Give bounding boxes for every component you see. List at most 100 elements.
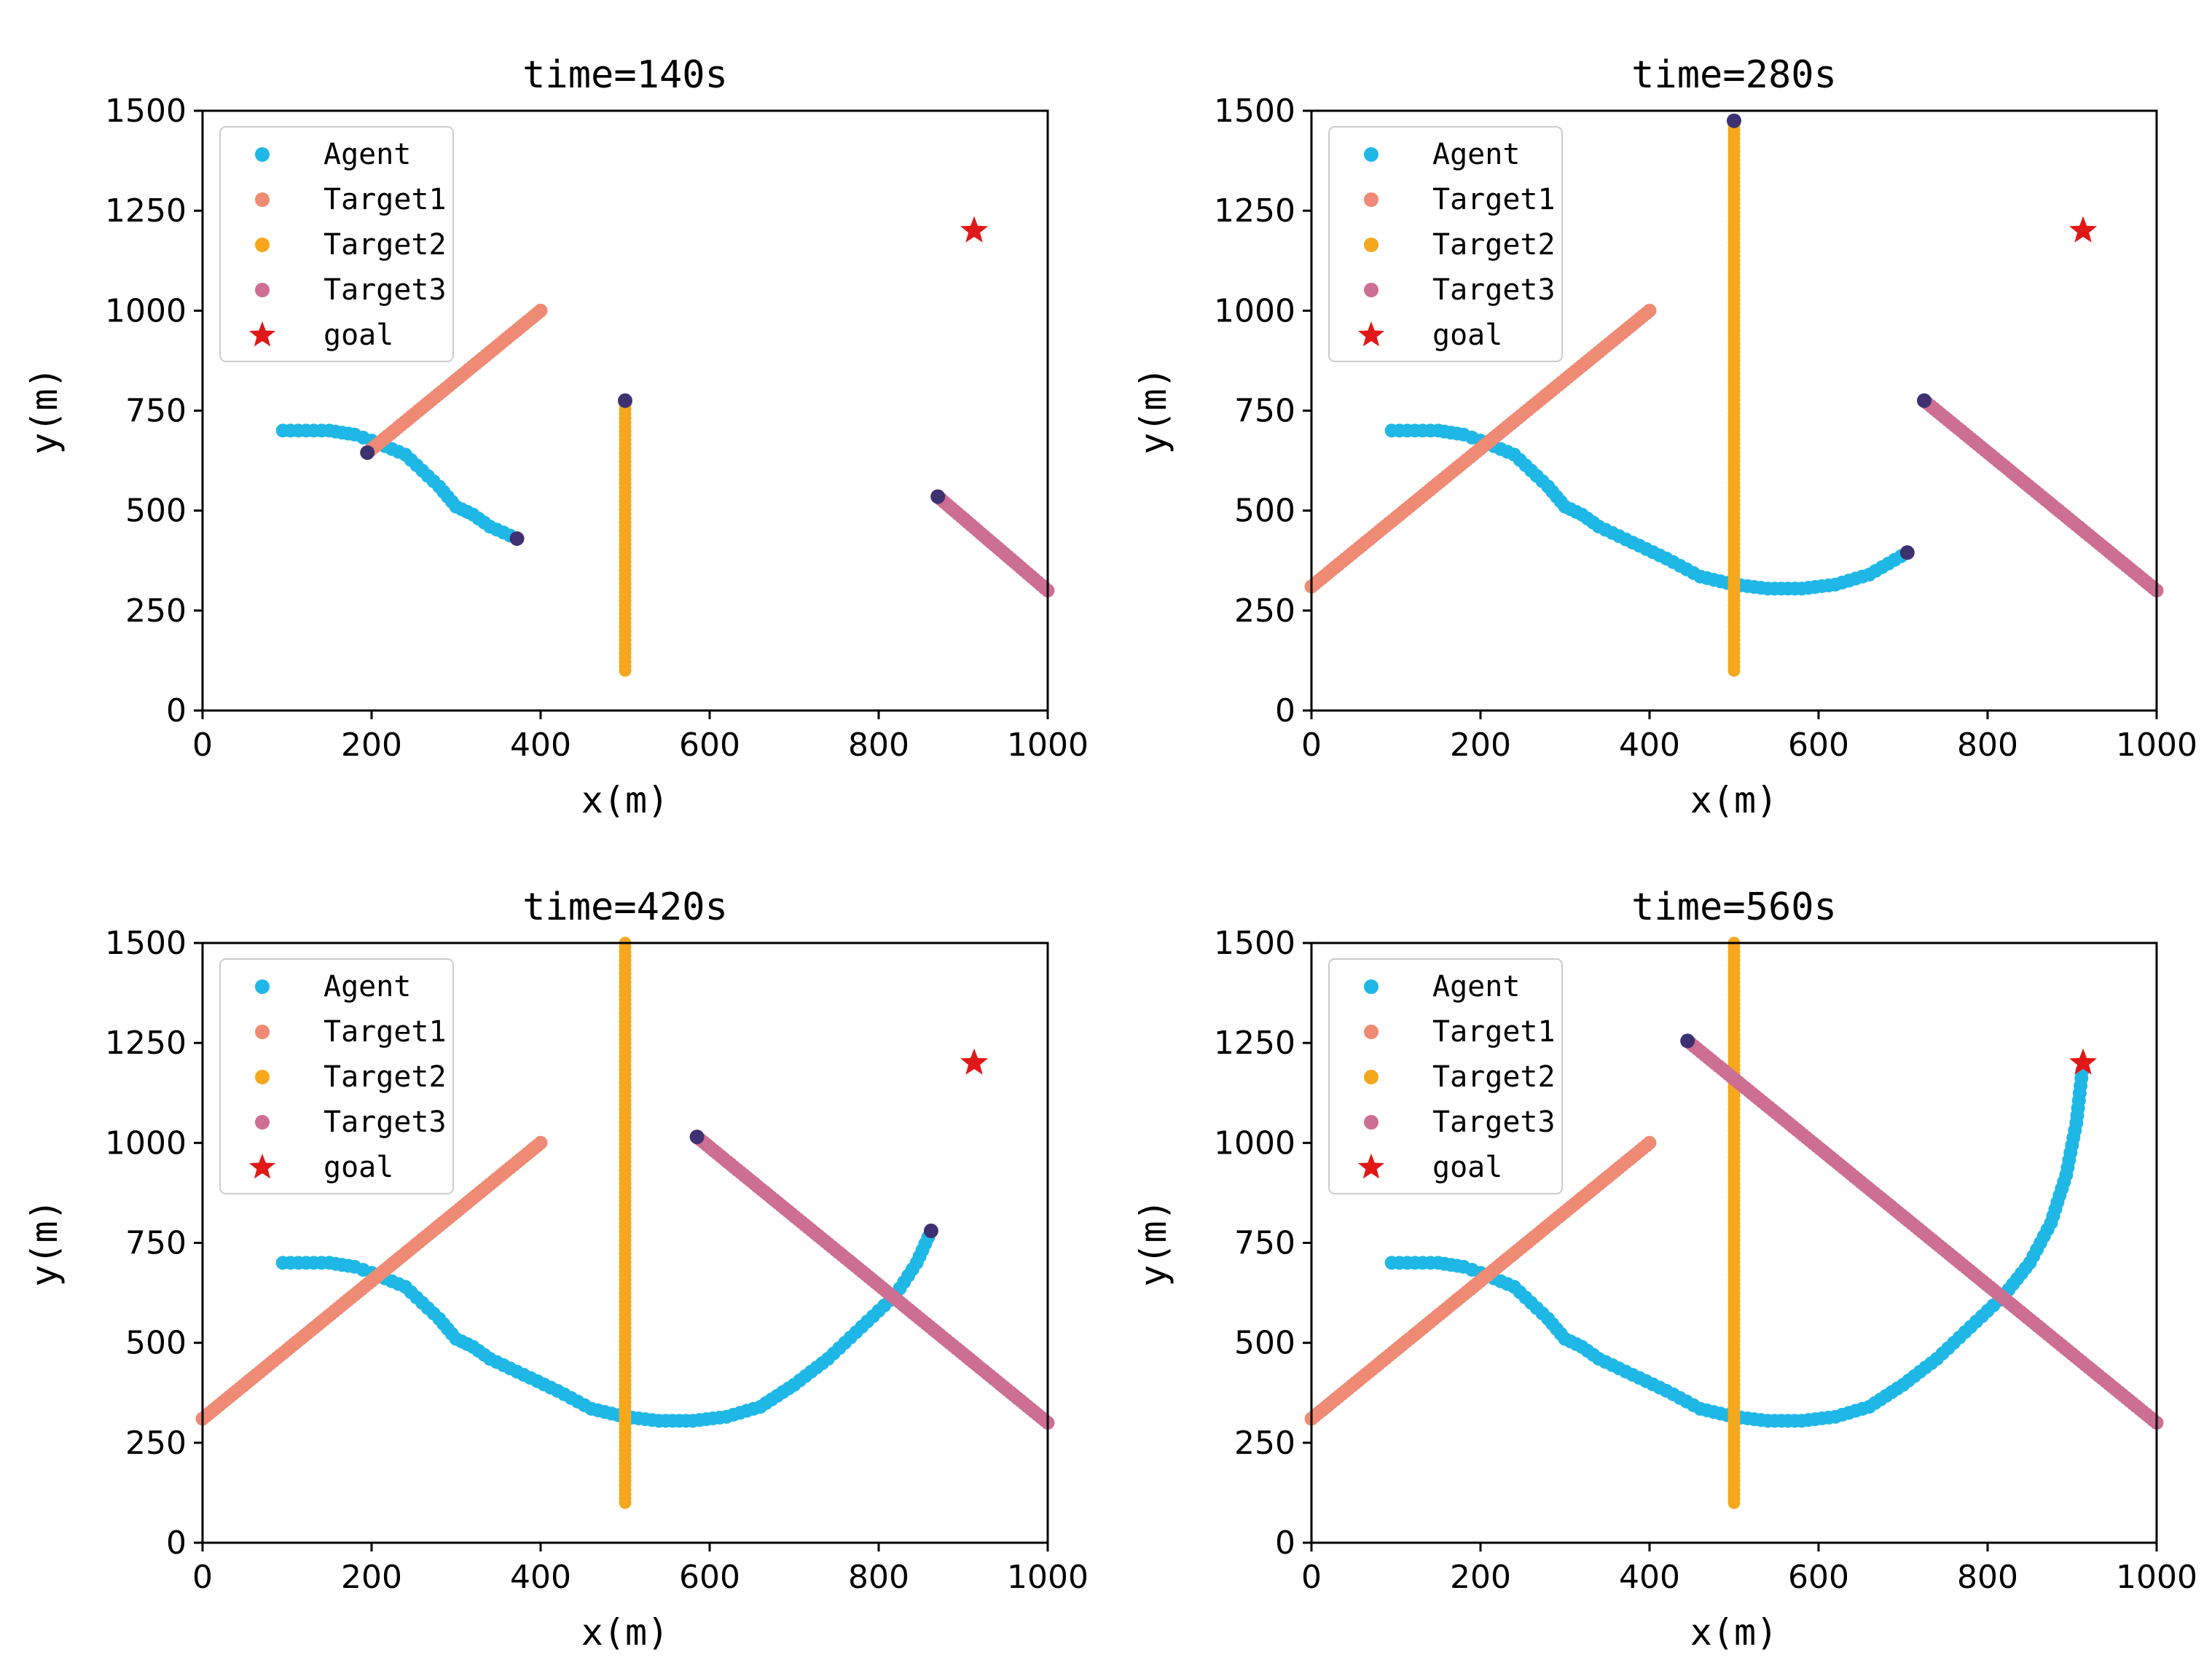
legend-label-target1: Target1	[323, 1015, 447, 1049]
y-tick-label: 750	[125, 1225, 187, 1262]
x-tick-label: 400	[510, 1559, 571, 1596]
x-tick-label: 200	[1450, 1559, 1511, 1596]
legend-label-target3: Target3	[1432, 1105, 1556, 1139]
x-tick-label: 400	[1619, 727, 1680, 764]
legend-marker-target1	[255, 192, 270, 207]
target1-trajectory	[195, 1135, 548, 1426]
legend-label-goal: goal	[1432, 1151, 1502, 1184]
legend-marker-target2	[255, 238, 270, 252]
legend-label-target2: Target2	[1432, 228, 1556, 262]
x-tick-label: 1000	[1007, 1559, 1089, 1596]
x-tick-label: 200	[341, 1559, 402, 1596]
target1-point	[1642, 303, 1657, 318]
legend-marker-target1	[255, 1025, 270, 1039]
legend-label-goal: goal	[323, 318, 393, 352]
y-tick-label: 750	[125, 393, 187, 430]
x-tick-label: 600	[1788, 727, 1849, 764]
x-tick-label: 800	[848, 1559, 909, 1596]
x-axis-label: x(m)	[581, 779, 669, 821]
chart-title: time=420s	[522, 885, 728, 929]
y-tick-label: 0	[1275, 692, 1295, 729]
y-tick-label: 500	[1234, 493, 1295, 530]
y-tick-label: 1000	[105, 292, 187, 329]
target3-current-position	[1917, 393, 1931, 408]
target2-trajectory	[1727, 114, 1741, 677]
chart-panel-2: time=280s 0 200 400 600 800 1000 0 250 500 750 1000…	[1132, 53, 2197, 821]
y-tick-label: 1000	[105, 1124, 187, 1162]
x-tick-label: 200	[341, 727, 402, 764]
y-tick-label: 0	[166, 692, 187, 729]
x-tick-label: 0	[1301, 1559, 1322, 1596]
legend-label-target2: Target2	[323, 228, 447, 262]
target1-trajectory	[360, 303, 548, 460]
target3-trajectory	[1680, 1033, 2164, 1430]
y-tick-label: 1500	[1214, 93, 1295, 130]
legend-label-goal: goal	[323, 1151, 393, 1184]
legend-label-target1: Target1	[1432, 183, 1556, 216]
y-tick-label: 0	[1275, 1525, 1295, 1562]
legend-marker-goal	[1357, 1154, 1385, 1179]
legend-box	[1328, 958, 1563, 1194]
legend-marker-target1	[1364, 1025, 1378, 1039]
target1-current-position	[360, 445, 375, 461]
target2-trajectory	[1727, 936, 1741, 1509]
y-tick-label: 1500	[1214, 925, 1295, 962]
x-axis-label: x(m)	[1690, 779, 1778, 821]
x-tick-label: 0	[1301, 727, 1322, 764]
legend-marker-target3	[255, 1115, 270, 1130]
legend-box	[219, 126, 454, 362]
target3-current-position	[1680, 1033, 1695, 1049]
y-tick-label: 1250	[105, 192, 187, 230]
legend-marker-target3	[255, 283, 270, 297]
legend-marker-target2	[255, 1070, 270, 1084]
y-tick-label: 1250	[1214, 192, 1295, 230]
target2-trajectory	[619, 936, 632, 1509]
x-tick-label: 0	[192, 1559, 213, 1596]
legend-marker-goal	[248, 321, 276, 347]
y-axis-label: y(m)	[23, 367, 66, 454]
y-tick-label: 1500	[105, 925, 187, 962]
x-tick-label: 600	[679, 1559, 740, 1596]
target3-current-position	[930, 489, 946, 504]
chart-panel-4: time=560s 0 200 400 600 800 1000 0 250 500 750 1000…	[1132, 885, 2197, 1653]
x-tick-label: 200	[1450, 727, 1511, 764]
target1-trajectory	[1304, 1135, 1657, 1426]
y-tick-label: 1000	[1214, 1124, 1295, 1162]
legend-label-target2: Target2	[1432, 1060, 1556, 1094]
goal-star-marker	[2069, 1048, 2098, 1075]
target1-trajectory	[1304, 303, 1657, 594]
legend-label-agent: Agent	[1432, 138, 1520, 171]
x-tick-label: 0	[192, 727, 213, 764]
chart-panel-3: time=420s 0 200 400 600 800 1000 0 250 500 750 1000…	[23, 885, 1089, 1653]
chart-title: time=560s	[1631, 885, 1837, 929]
legend-label-goal: goal	[1432, 318, 1502, 352]
x-axis-label: x(m)	[581, 1611, 669, 1653]
y-tick-label: 0	[166, 1525, 187, 1562]
legend-marker-agent	[1364, 979, 1378, 994]
legend-box	[219, 958, 454, 1194]
x-axis-label: x(m)	[1690, 1611, 1778, 1653]
x-tick-label: 800	[848, 727, 909, 764]
target1-point	[533, 303, 548, 318]
y-axis-label: y(m)	[1132, 1199, 1174, 1286]
y-tick-label: 1500	[105, 93, 187, 130]
agent-trajectory	[275, 423, 524, 546]
y-tick-label: 500	[125, 1325, 187, 1362]
legend-marker-target1	[1364, 192, 1378, 207]
chart-title: time=280s	[1631, 53, 1837, 97]
target1-point	[533, 1135, 548, 1150]
y-axis-label: y(m)	[1132, 367, 1174, 454]
chart-panel-1: time=140s 0 200 400 600 800 1000 0 250 500 750 1000…	[23, 53, 1089, 821]
agent-current-position	[1899, 545, 1915, 560]
legend-box	[1328, 126, 1563, 362]
x-tick-label: 1000	[2116, 727, 2197, 764]
legend: Agent Target1 Target2 Target3 goal	[1328, 126, 1563, 362]
legend-label-agent: Agent	[1432, 970, 1520, 1003]
legend-marker-target3	[1364, 1115, 1378, 1130]
goal-star-marker	[2069, 216, 2098, 243]
y-tick-label: 250	[1234, 1425, 1295, 1462]
legend-label-target3: Target3	[323, 273, 447, 307]
y-tick-label: 1250	[1214, 1025, 1295, 1062]
legend-marker-target3	[1364, 283, 1378, 297]
